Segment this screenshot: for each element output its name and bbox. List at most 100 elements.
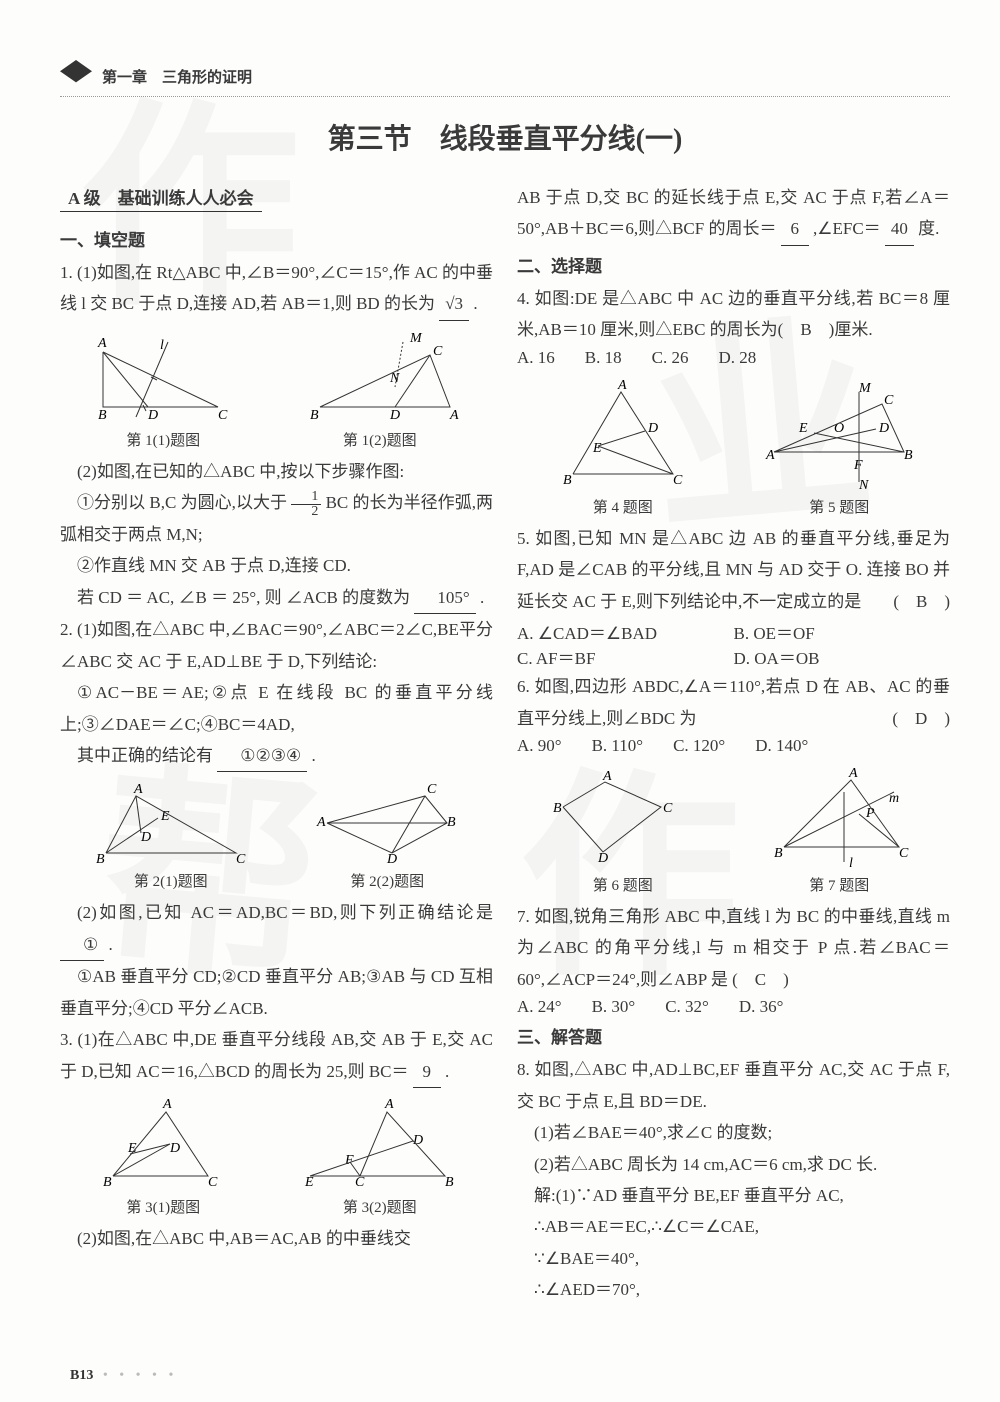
q3-2a: (2)如图,在△ABC 中,AB＝AC,AB 的中垂线交 <box>60 1223 493 1254</box>
q1-2b: ①分别以 B,C 为圆心,以大于 12 BC 的长为半径作弧,两弧相交于两点 M… <box>60 487 493 550</box>
svg-text:D: D <box>647 421 658 436</box>
q5: 5. 如图,已知 MN 是△ABC 边 AB 的垂直平分线,垂足为 F,AD 是… <box>517 523 950 617</box>
decoration-dots: • • • • • <box>103 1368 178 1383</box>
svg-text:C: C <box>673 473 683 488</box>
svg-text:l: l <box>849 856 853 871</box>
level-a-label: A 级 基础训练人人必会 <box>60 182 262 212</box>
svg-text:C: C <box>218 408 228 423</box>
svg-text:A: A <box>97 336 107 351</box>
left-column: A 级 基础训练人人必会 一、填空题 1. (1)如图,在 Rt△ABC 中,∠… <box>60 182 493 1306</box>
q2-2b: ①AB 垂直平分 CD;②CD 垂直平分 AB;③AB 与 CD 互相垂直平分;… <box>60 961 493 1024</box>
q2-2a: (2)如图,已知 AC＝AD,BC＝BD,则下列正确结论是 ① . <box>60 897 493 961</box>
svg-text:C: C <box>236 852 246 867</box>
q7: 7. 如图,锐角三角形 ABC 中,直线 l 为 BC 的中垂线,直线 m 为∠… <box>517 901 950 995</box>
q8-c: (2)若△ABC 周长为 14 cm,AC＝6 cm,求 DC 长. <box>517 1149 950 1180</box>
svg-text:B: B <box>904 448 913 463</box>
fig-2-2-svg: C A B D <box>307 778 467 868</box>
answer-blank: √3 <box>439 288 469 320</box>
fig-caption: 第 3(2)题图 <box>295 1196 465 1217</box>
svg-text:B: B <box>447 815 456 830</box>
fig-1-2-svg: M C N B D A <box>295 327 465 427</box>
svg-text:B: B <box>103 1175 112 1190</box>
subhead-fill: 一、填空题 <box>60 226 493 251</box>
fig-caption: 第 7 题图 <box>754 874 924 895</box>
q2-1b: ①AC－BE＝AE;②点 E 在线段 BC 的垂直平分线上;③∠DAE＝∠C;④… <box>60 677 493 740</box>
cap-icon <box>60 60 92 92</box>
subhead-choice: 二、选择题 <box>517 252 950 277</box>
fig-7-svg: A m P B C l <box>754 762 924 872</box>
fig-1-1-svg: A B D C l <box>88 327 238 427</box>
figure-row-1: A B D C l 第 1(1)题图 M C N <box>60 327 493 450</box>
answer-blank: 105° <box>414 582 475 614</box>
svg-text:C: C <box>427 782 437 797</box>
svg-text:B: B <box>553 801 562 816</box>
svg-text:l: l <box>160 338 164 353</box>
svg-text:D: D <box>597 851 608 866</box>
q3-1: 3. (1)在△ABC 中,DE 垂直平分线段 AB,交 AB 于 E,交 AC… <box>60 1024 493 1088</box>
q2-1c: 其中正确的结论有 ①②③④ . <box>60 740 493 772</box>
fig-caption: 第 6 题图 <box>543 874 703 895</box>
svg-text:P: P <box>865 806 875 821</box>
q1-1: 1. (1)如图,在 Rt△ABC 中,∠B＝90°,∠C＝15°,作 AC 的… <box>60 257 493 321</box>
q8-s3: ∵∠BAE＝40°, <box>517 1243 950 1274</box>
q8-s2: ∴AB＝AE＝EC,∴∠C＝∠CAE, <box>517 1211 950 1242</box>
fig-6-svg: A B C D <box>543 762 703 872</box>
q6-options: A. 90° B. 110° C. 120° D. 140° <box>517 736 950 756</box>
chapter-label: 第一章 三角形的证明 <box>102 66 252 87</box>
svg-text:C: C <box>433 344 443 359</box>
svg-text:B: B <box>310 408 319 423</box>
svg-text:C: C <box>884 393 894 408</box>
q8-a: 8. 如图,△ABC 中,AD⊥BC,EF 垂直平分 AC,交 AC 于点 F,… <box>517 1054 950 1117</box>
svg-text:F: F <box>853 458 863 473</box>
fig-caption: 第 2(2)题图 <box>307 870 467 891</box>
fig-caption: 第 4 题图 <box>543 496 703 517</box>
svg-text:A: A <box>848 766 858 781</box>
svg-text:M: M <box>858 381 872 396</box>
q4: 4. 如图:DE 是△ABC 中 AC 边的垂直平分线,若 BC＝8 厘米,AB… <box>517 283 950 346</box>
q1-2a: (2)如图,在已知的△ABC 中,按以下步骤作图: <box>60 456 493 487</box>
fig-5-svg: M C E O D A F B N <box>754 374 924 494</box>
svg-text:D: D <box>169 1141 180 1156</box>
svg-text:A: A <box>617 378 627 393</box>
fig-caption: 第 1(2)题图 <box>295 429 465 450</box>
svg-text:D: D <box>878 421 889 436</box>
svg-text:D: D <box>147 408 158 423</box>
svg-text:B: B <box>98 408 107 423</box>
answer-blank: ①②③④ <box>217 740 307 772</box>
svg-text:D: D <box>389 408 400 423</box>
answer-blank: 6 <box>781 213 809 245</box>
answer-paren: ( B ) <box>893 586 950 617</box>
svg-text:E: E <box>304 1175 314 1190</box>
svg-text:C: C <box>663 801 673 816</box>
svg-text:A: A <box>384 1097 394 1112</box>
q1-2d: ②作直线 MN 交 AB 于点 D,连接 CD. <box>60 550 493 581</box>
svg-text:B: B <box>96 852 105 867</box>
q5-options: A. ∠CAD＝∠BAD B. OE＝OF C. AF＝BF D. OA＝OB <box>517 619 950 669</box>
q7-options: A. 24° B. 30° C. 32° D. 36° <box>517 997 950 1017</box>
q1-2e: 若 CD ＝ AC, ∠B ＝ 25°, 则 ∠ACB 的度数为 105° . <box>60 582 493 614</box>
figure-row-3: A E D B C 第 3(1)题图 A D F E C <box>60 1094 493 1217</box>
fig-4-svg: A D E B C <box>543 374 703 494</box>
q6: 6. 如图,四边形 ABDC,∠A＝110°,若点 D 在 AB、AC 的垂直平… <box>517 671 950 734</box>
page-number: B13 • • • • • <box>70 1368 177 1384</box>
svg-text:A: A <box>316 815 326 830</box>
q3-2b: AB 于点 D,交 BC 的延长线于点 E,交 AC 于点 F,若∠A＝50°,… <box>517 182 950 246</box>
svg-text:E: E <box>798 421 808 436</box>
svg-text:D: D <box>140 830 151 845</box>
fig-caption: 第 1(1)题图 <box>88 429 238 450</box>
svg-text:E: E <box>592 441 602 456</box>
answer-blank: 40 <box>885 213 914 245</box>
chapter-header: 第一章 三角形的证明 <box>60 60 950 97</box>
svg-text:C: C <box>208 1175 218 1190</box>
svg-text:A: A <box>449 408 459 423</box>
svg-text:A: A <box>765 448 775 463</box>
q4-options: A. 16 B. 18 C. 26 D. 28 <box>517 348 950 368</box>
fig-3-1-svg: A E D B C <box>88 1094 238 1194</box>
figure-row-6-7: A B C D 第 6 题图 A m P B C l <box>517 762 950 895</box>
fraction: 12 <box>291 490 321 519</box>
q8-s4: ∴∠AED＝70°, <box>517 1274 950 1305</box>
q8-b: (1)若∠BAE＝40°,求∠C 的度数; <box>517 1117 950 1148</box>
svg-text:M: M <box>409 331 423 346</box>
figure-row-4-5: A D E B C 第 4 题图 M C E O D <box>517 374 950 517</box>
svg-text:B: B <box>774 846 783 861</box>
